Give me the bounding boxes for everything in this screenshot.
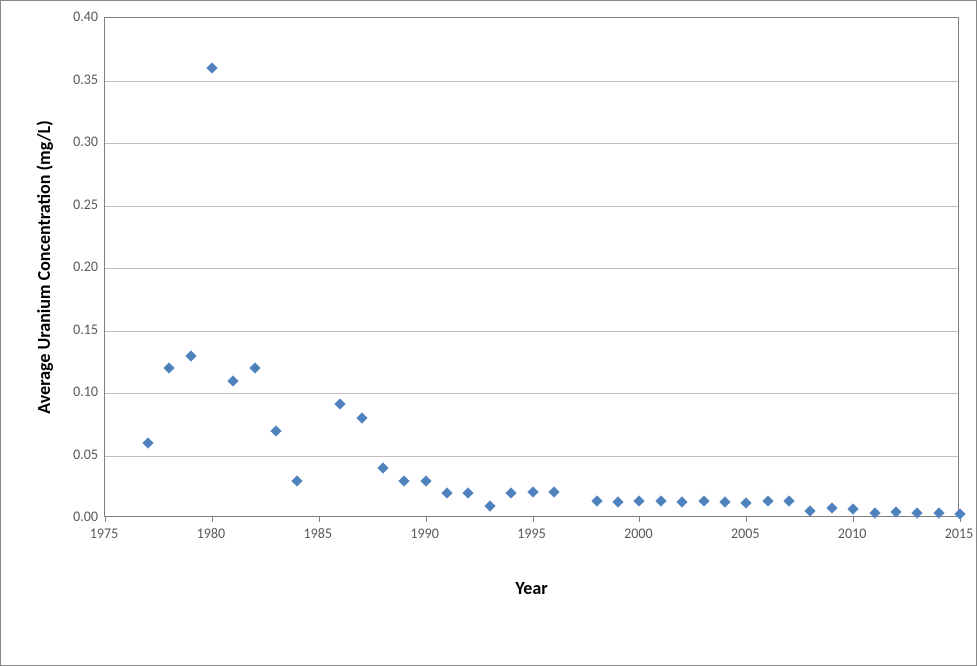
data-point [783, 495, 794, 506]
x-tick-mark [853, 516, 854, 522]
data-point [420, 475, 431, 486]
data-point [249, 362, 260, 373]
y-axis-title: Average Uranium Concentration (mg/L) [33, 17, 55, 517]
data-point [548, 486, 559, 497]
y-tick-label: 0.35 [54, 71, 98, 88]
data-point [334, 399, 345, 410]
gridline [105, 456, 958, 457]
gridline [105, 206, 958, 207]
data-point [762, 495, 773, 506]
x-axis-title: Year [104, 577, 959, 599]
data-point [676, 496, 687, 507]
data-point [698, 495, 709, 506]
plot-area [104, 17, 959, 517]
data-point [292, 475, 303, 486]
x-tick-mark [746, 516, 747, 522]
x-tick-mark [319, 516, 320, 522]
data-point [826, 502, 837, 513]
data-point [270, 425, 281, 436]
data-point [484, 500, 495, 511]
x-tick-mark [212, 516, 213, 522]
x-tick-mark [426, 516, 427, 522]
y-tick-label: 0.05 [54, 446, 98, 463]
y-tick-label: 0.20 [54, 258, 98, 275]
x-tick-label: 1975 [79, 525, 129, 542]
x-tick-mark [639, 516, 640, 522]
data-point [505, 487, 516, 498]
x-tick-mark [533, 516, 534, 522]
data-point [869, 507, 880, 518]
data-point [399, 475, 410, 486]
gridline [105, 268, 958, 269]
y-tick-label: 0.40 [54, 8, 98, 25]
data-point [655, 495, 666, 506]
gridline [105, 331, 958, 332]
data-point [441, 487, 452, 498]
data-point [634, 495, 645, 506]
data-point [741, 497, 752, 508]
chart-frame: Average Uranium Concentration (mg/L) Yea… [0, 0, 977, 666]
data-point [142, 437, 153, 448]
data-point [933, 507, 944, 518]
x-tick-label: 2000 [613, 525, 663, 542]
data-point [719, 496, 730, 507]
x-tick-label: 2010 [827, 525, 877, 542]
gridline [105, 81, 958, 82]
x-tick-label: 1995 [507, 525, 557, 542]
data-point [591, 495, 602, 506]
data-point [954, 509, 965, 520]
x-tick-mark [105, 516, 106, 522]
data-point [847, 504, 858, 515]
x-tick-label: 2015 [934, 525, 977, 542]
y-tick-label: 0.15 [54, 321, 98, 338]
y-tick-label: 0.00 [54, 508, 98, 525]
data-point [377, 462, 388, 473]
y-tick-label: 0.25 [54, 196, 98, 213]
data-point [912, 507, 923, 518]
data-point [356, 412, 367, 423]
data-point [206, 62, 217, 73]
data-point [527, 486, 538, 497]
x-tick-label: 1985 [293, 525, 343, 542]
x-tick-label: 1980 [186, 525, 236, 542]
x-tick-label: 1990 [400, 525, 450, 542]
y-tick-label: 0.30 [54, 133, 98, 150]
gridline [105, 393, 958, 394]
data-point [890, 506, 901, 517]
x-tick-label: 2005 [720, 525, 770, 542]
data-point [612, 496, 623, 507]
y-tick-label: 0.10 [54, 383, 98, 400]
data-point [163, 362, 174, 373]
data-point [228, 375, 239, 386]
data-point [185, 350, 196, 361]
data-point [805, 505, 816, 516]
gridline [105, 143, 958, 144]
data-point [463, 487, 474, 498]
